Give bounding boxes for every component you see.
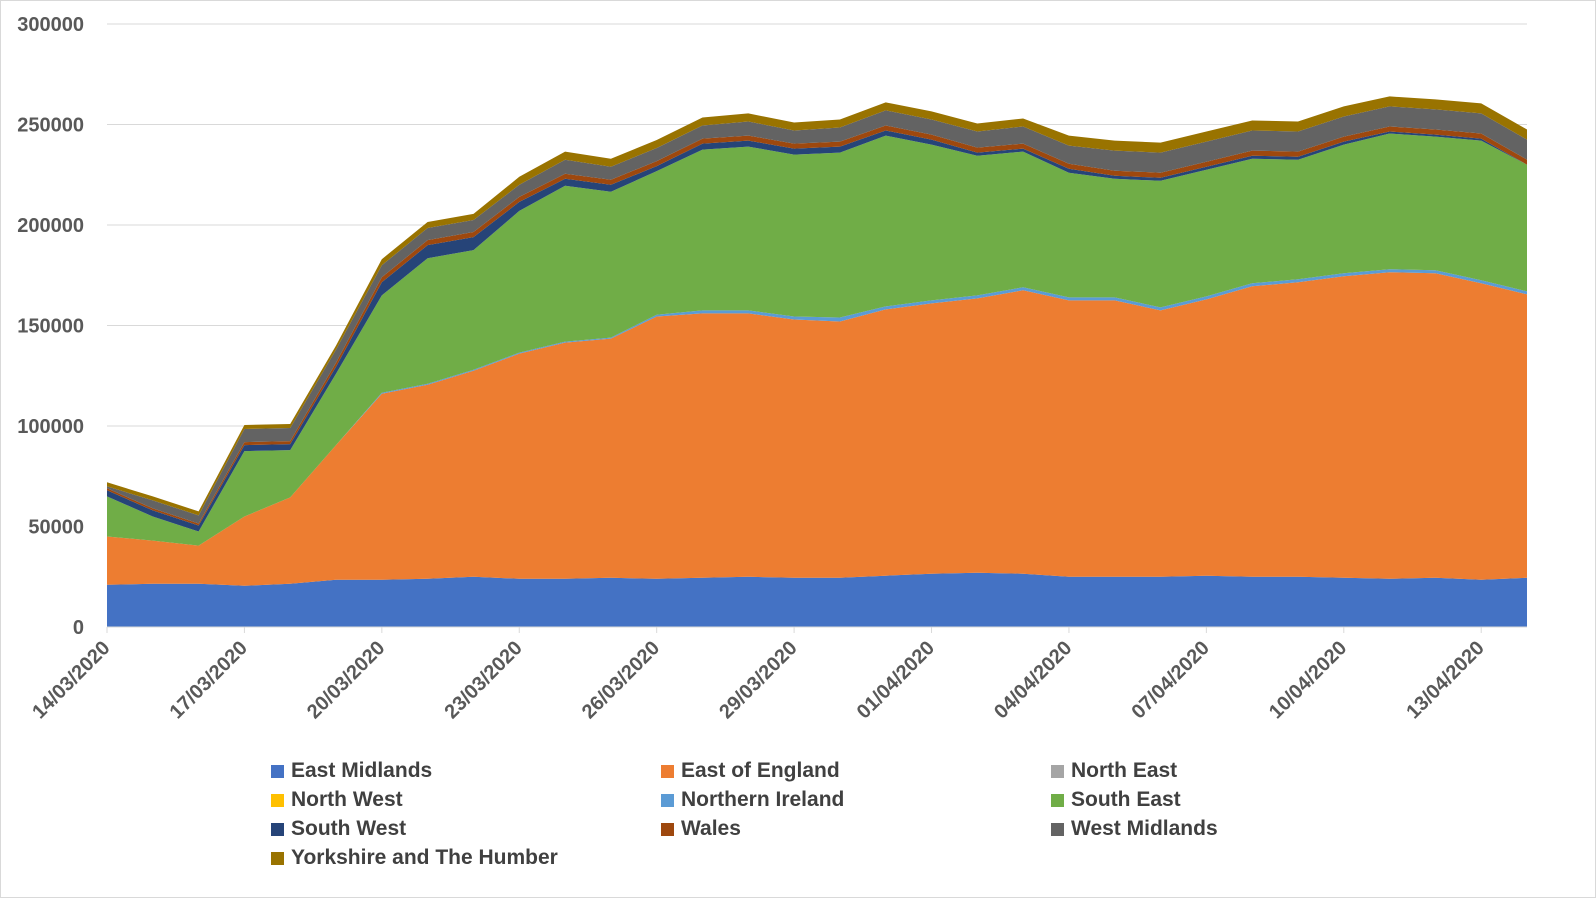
legend-item: East of England [661, 756, 840, 786]
area-east-midlands [107, 572, 1527, 627]
y-tick-label: 300000 [17, 14, 84, 36]
area-south-east [107, 133, 1527, 546]
legend-item: North East [1051, 756, 1177, 786]
y-tick-label: 250000 [17, 115, 84, 137]
x-tick-label: 01/04/2020 [853, 637, 939, 723]
axes [106, 626, 1527, 633]
legend-label: Northern Ireland [681, 788, 845, 811]
x-axis-ticks: 14/03/2020 17/03/2020 20/03/2020 23/03/2020… [28, 637, 1489, 723]
legend-swatch [271, 851, 284, 865]
legend-swatch [1051, 822, 1064, 836]
legend-label: South East [1071, 788, 1181, 811]
area-series [107, 96, 1527, 627]
y-tick-label: 200000 [17, 215, 84, 237]
legend-label: Yorkshire and The Humber [291, 846, 558, 869]
legend-item: East Midlands [271, 756, 432, 786]
legend-label: Wales [681, 817, 741, 840]
legend-label: North East [1071, 759, 1178, 782]
x-tick-label: 29/03/2020 [715, 637, 801, 723]
legend-item: West Midlands [1051, 814, 1218, 844]
x-tick-label: 20/03/2020 [303, 637, 389, 723]
legend-swatch [661, 793, 674, 807]
x-tick-label: 14/03/2020 [28, 637, 114, 723]
x-tick-label: 07/04/2020 [1128, 637, 1214, 723]
y-tick-label: 0 [73, 617, 84, 639]
legend-item: Yorkshire and The Humber [271, 843, 558, 873]
x-tick-label: 13/04/2020 [1402, 637, 1488, 723]
legend-swatch [661, 764, 674, 778]
y-tick-label: 50000 [28, 517, 84, 539]
legend-label: South West [291, 817, 407, 840]
legend-swatch [1051, 793, 1064, 807]
legend-swatch [271, 822, 284, 836]
y-axis-ticks: 0 50000 100000 150000 200000 250000 300000 [17, 14, 84, 639]
legend-item: Wales [661, 814, 741, 844]
legend-swatch [661, 822, 674, 836]
x-tick-label: 17/03/2020 [166, 637, 252, 723]
legend-label: North West [291, 788, 403, 811]
y-tick-label: 150000 [17, 316, 84, 338]
x-tick-label: 23/03/2020 [440, 637, 526, 723]
legend-label: West Midlands [1071, 817, 1218, 840]
legend-swatch [271, 764, 284, 778]
legend-swatch [1051, 764, 1064, 778]
legend-label: East Midlands [291, 759, 433, 782]
legend-label: East of England [681, 759, 840, 782]
x-tick-label: 26/03/2020 [578, 637, 664, 723]
x-tick-label: 04/04/2020 [990, 637, 1076, 723]
x-tick-label: 10/04/2020 [1265, 637, 1351, 723]
legend-item: South West [271, 814, 406, 844]
legend-item: Northern Ireland [661, 785, 844, 815]
legend-item: North West [271, 785, 403, 815]
area-east-of-england [107, 272, 1527, 586]
y-tick-label: 100000 [17, 416, 84, 438]
legend-item: South East [1051, 785, 1181, 815]
legend-swatch [271, 793, 284, 807]
